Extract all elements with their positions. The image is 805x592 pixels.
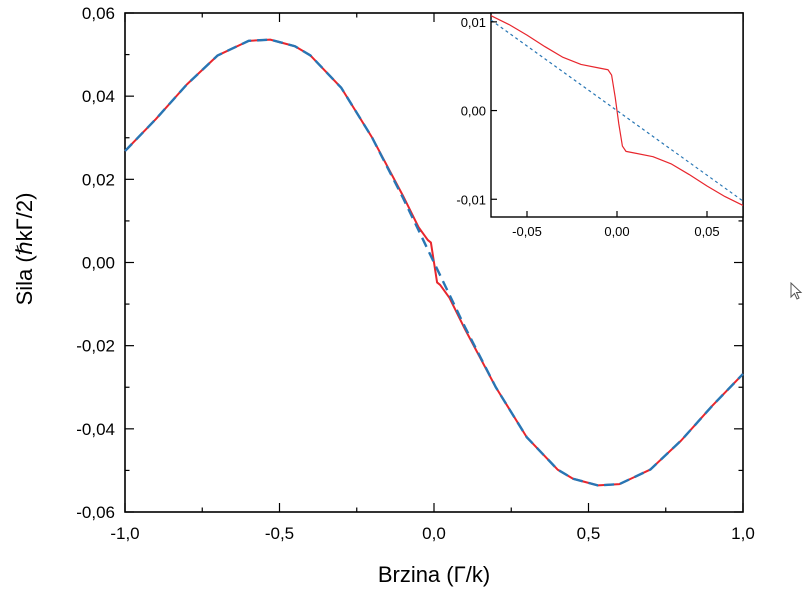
main-y-tick-label: 0,02 <box>82 170 115 189</box>
main-x-tick-label: 0,0 <box>422 524 446 543</box>
main-y-tick-label: -0,04 <box>76 420 115 439</box>
main-x-tick-label: -0,5 <box>265 524 294 543</box>
inset-y-tick-label: 0,01 <box>461 15 486 30</box>
inset-y-tick-label: 0,00 <box>461 104 486 119</box>
main-x-tick-label: -1,0 <box>110 524 139 543</box>
main-y-tick-label: 0,00 <box>82 254 115 273</box>
main-x-tick-label: 0,5 <box>577 524 601 543</box>
inset-plot: -0,05 0,00 0,05 -0,01 0,00 0,01 <box>456 12 744 239</box>
x-axis-title: Brzina (Γ/k) <box>378 562 490 587</box>
main-y-tick-label: -0,06 <box>76 503 115 522</box>
main-x-tick-label: 1,0 <box>731 524 755 543</box>
main-y-tick-label: -0,02 <box>76 337 115 356</box>
inset-x-tick-label: -0,05 <box>512 224 542 239</box>
inset-y-tick-label: -0,01 <box>456 192 486 207</box>
main-y-tick-label: 0,04 <box>82 87 115 106</box>
mouse-cursor-icon <box>790 282 803 300</box>
main-y-tick-label: 0,06 <box>82 4 115 23</box>
y-axis-title: Sila (ℏkΓ/2) <box>12 193 37 306</box>
inset-x-tick-label: 0,00 <box>604 224 629 239</box>
inset-series-dashed-line <box>490 19 744 202</box>
inset-series-solid-line <box>490 15 744 207</box>
inset-x-tick-label: 0,05 <box>694 224 719 239</box>
